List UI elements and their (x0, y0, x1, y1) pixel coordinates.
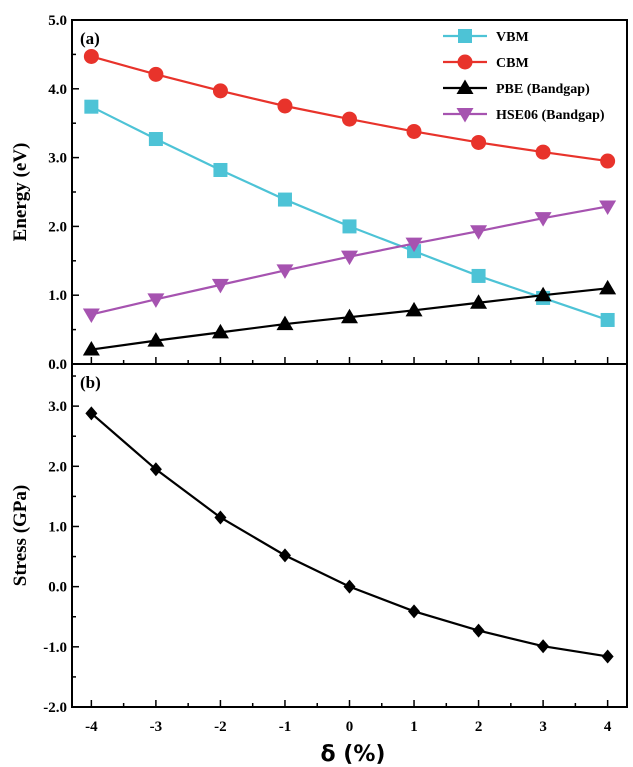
data-point (600, 312, 615, 327)
data-point (342, 111, 357, 127)
data-point (601, 649, 614, 664)
data-point (599, 200, 617, 215)
panel-label: (b) (80, 373, 101, 392)
data-point (85, 406, 98, 421)
data-point (147, 293, 165, 308)
series-line (90, 105, 608, 322)
x-tick-label: 2 (475, 719, 483, 735)
data-point (83, 48, 99, 64)
y-axis-label: Stress (GPa) (10, 485, 31, 587)
data-point (212, 83, 228, 99)
legend-marker (456, 108, 474, 123)
legend-marker (457, 54, 473, 70)
legend-entry: CBM (496, 56, 529, 71)
x-tick-label: 1 (410, 719, 418, 735)
data-point (211, 278, 229, 294)
y-tick-label: 1.0 (48, 288, 67, 304)
data-point (147, 332, 165, 347)
x-axis-label: δ (%) (321, 742, 386, 767)
data-point (405, 237, 423, 253)
data-point (82, 341, 100, 356)
y-tick-label: 0.0 (48, 357, 67, 373)
y-tick-label: -2.0 (43, 700, 67, 716)
data-point (408, 604, 421, 619)
legend-entry: HSE06 (Bandgap) (496, 108, 605, 123)
y-tick-label: 2.0 (48, 459, 67, 475)
x-tick-label: -4 (85, 719, 98, 735)
y-tick-label: 5.0 (48, 13, 67, 29)
data-point (343, 579, 356, 594)
y-tick-label: 2.0 (48, 219, 67, 235)
panel-label: (a) (80, 29, 100, 48)
data-point (148, 132, 163, 147)
data-point (471, 134, 487, 150)
x-tick-label: -2 (214, 719, 227, 735)
data-point (470, 225, 488, 240)
y-axis-label: Energy (eV) (10, 143, 31, 242)
x-tick-label: 3 (539, 719, 547, 735)
y-tick-label: 1.0 (48, 519, 67, 535)
legend-marker (456, 79, 474, 94)
data-point (535, 144, 551, 160)
series-line (90, 412, 608, 658)
data-point (472, 623, 485, 638)
data-point (406, 123, 422, 139)
y-tick-label: 4.0 (48, 82, 67, 98)
data-point (277, 98, 293, 114)
x-tick-label: 4 (604, 719, 612, 735)
data-point (213, 162, 228, 177)
data-point (211, 323, 229, 339)
data-point (471, 268, 486, 283)
x-tick-label: 0 (346, 719, 354, 735)
data-point (342, 219, 357, 234)
x-tick-label: -3 (150, 719, 163, 735)
data-point (599, 279, 617, 295)
data-point (405, 301, 423, 317)
data-point (276, 315, 294, 331)
data-point (278, 548, 291, 563)
data-point (82, 308, 100, 323)
data-point (277, 192, 292, 207)
data-point (341, 308, 358, 324)
y-tick-label: 0.0 (48, 580, 67, 596)
data-point (214, 510, 227, 525)
x-tick-label: -1 (279, 719, 292, 735)
data-point (534, 286, 552, 302)
y-tick-label: 3.0 (48, 399, 67, 415)
data-point (341, 250, 358, 266)
legend-marker (458, 29, 472, 43)
y-tick-label: 3.0 (48, 151, 67, 167)
data-point (148, 66, 164, 82)
data-point (537, 639, 550, 654)
data-point (470, 294, 488, 309)
data-point (276, 264, 294, 279)
legend-entry: PBE (Bandgap) (496, 82, 590, 97)
panel-frame-b (71, 363, 628, 708)
data-point (149, 462, 162, 477)
legend-entry: VBM (496, 30, 529, 45)
y-tick-label: -1.0 (43, 640, 67, 656)
data-point (534, 212, 552, 227)
data-point (84, 99, 99, 114)
data-point (600, 153, 616, 169)
